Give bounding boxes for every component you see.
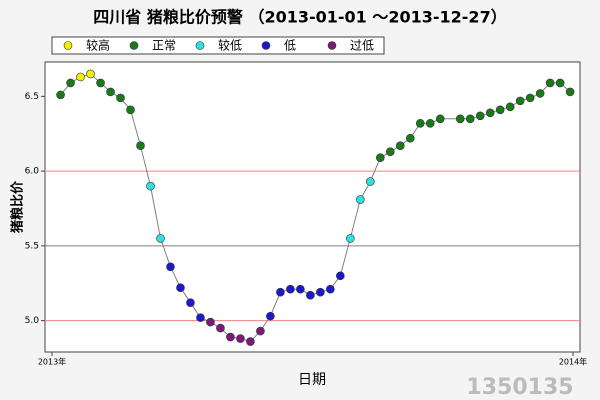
data-point — [505, 102, 515, 112]
data-point — [206, 317, 215, 327]
data-point — [475, 111, 485, 121]
data-point — [485, 108, 495, 118]
data-point — [296, 284, 305, 294]
data-point — [196, 313, 205, 322]
data-point — [216, 323, 225, 333]
legend-label: 低 — [284, 39, 296, 53]
plot-area — [44, 61, 581, 353]
data-point — [256, 326, 265, 336]
data-point — [535, 89, 545, 98]
data-point — [415, 118, 425, 128]
y-axis-title: 猪粮比价 — [10, 180, 26, 234]
data-point — [366, 177, 375, 186]
data-point — [525, 93, 535, 103]
data-point — [565, 87, 575, 97]
y-tick-label: 6.5 — [25, 92, 39, 102]
data-point — [405, 133, 415, 143]
legend-label: 较高 — [86, 38, 110, 53]
legend-marker — [129, 41, 139, 50]
data-point — [226, 332, 235, 342]
data-point — [266, 311, 275, 321]
data-point — [236, 334, 245, 343]
data-point — [146, 181, 155, 191]
data-point — [465, 114, 475, 124]
y-tick-label: 5.0 — [25, 316, 40, 326]
data-point — [515, 96, 525, 106]
chart-title: 四川省 猪粮比价预警 （2013-01-01 ～2013-12-27） — [93, 8, 506, 27]
data-point — [76, 72, 85, 82]
data-point — [435, 114, 445, 124]
data-point — [136, 141, 145, 151]
data-point — [545, 78, 555, 88]
data-point — [316, 287, 325, 297]
data-point — [126, 105, 135, 115]
legend-marker — [63, 41, 73, 50]
legend-marker — [327, 41, 337, 50]
watermark: 1350135 — [466, 375, 573, 400]
data-point — [276, 287, 285, 297]
x-axis-title: 日期 — [298, 372, 326, 388]
data-point — [286, 284, 295, 294]
data-point — [96, 78, 105, 88]
legend-marker — [195, 41, 205, 50]
data-point — [385, 147, 395, 156]
data-point — [116, 93, 125, 103]
x-tick-label: 2014年 — [559, 357, 587, 367]
data-point — [106, 87, 115, 97]
legend — [51, 36, 385, 55]
data-point — [336, 271, 345, 281]
legend-marker — [261, 41, 271, 50]
legend-label: 正常 — [152, 39, 176, 53]
data-point — [56, 90, 65, 100]
data-point — [166, 262, 175, 272]
data-point — [86, 69, 95, 79]
legend-label: 过低 — [350, 39, 374, 53]
data-point — [425, 118, 435, 128]
data-point — [555, 78, 565, 88]
y-tick-label: 5.5 — [25, 241, 39, 251]
legend-label: 较低 — [218, 38, 242, 53]
data-point — [186, 298, 195, 307]
data-point — [495, 105, 505, 115]
data-point — [395, 141, 405, 151]
data-point — [66, 78, 75, 88]
data-point — [326, 284, 335, 294]
data-point — [246, 337, 255, 346]
data-point — [346, 234, 355, 243]
data-point — [176, 283, 185, 293]
data-point — [356, 195, 365, 204]
data-point — [306, 290, 315, 300]
data-point — [156, 234, 165, 243]
y-tick-label: 6.0 — [25, 167, 40, 177]
data-point — [376, 153, 385, 162]
x-tick-label: 2013年 — [38, 357, 66, 367]
data-point — [455, 114, 465, 124]
